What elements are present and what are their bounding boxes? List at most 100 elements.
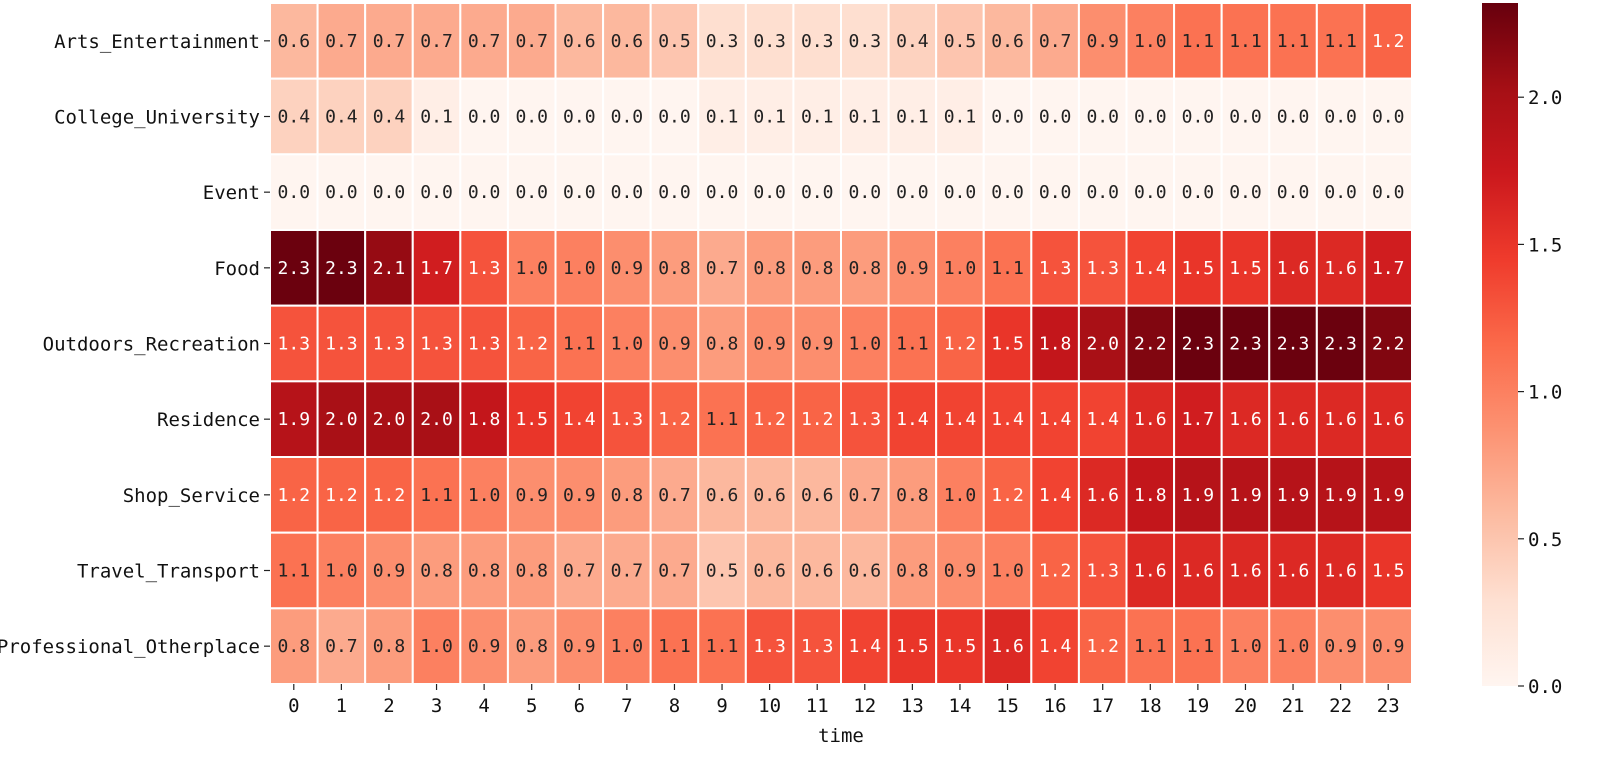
cell-value-label: 1.2 — [944, 334, 977, 355]
cell-value-label: 0.6 — [706, 485, 739, 506]
heatmap-cell — [982, 2, 1033, 80]
x-tick-label: 10 — [758, 695, 781, 717]
x-tick-label: 11 — [806, 695, 829, 717]
heatmap-cell — [1125, 2, 1176, 80]
cell-value-label: 1.8 — [1134, 485, 1167, 506]
cell-value-label: 0.0 — [373, 182, 406, 203]
heatmap-cell — [1315, 77, 1366, 156]
cell-value-label: 1.1 — [1277, 31, 1310, 52]
heatmap-cell — [982, 153, 1033, 231]
cell-value-label: 1.6 — [1134, 409, 1167, 430]
y-tick-label: Food — [214, 258, 260, 280]
heatmap-cell — [364, 456, 414, 534]
cell-value-label: 0.0 — [515, 107, 548, 128]
heatmap-cell — [269, 153, 319, 231]
cell-value-label: 0.7 — [849, 485, 882, 506]
cell-value-label: 1.7 — [1182, 409, 1215, 430]
heatmap-cell — [411, 456, 462, 534]
cell-value-label: 0.1 — [896, 107, 929, 128]
cell-value-label: 0.0 — [801, 182, 834, 203]
heatmap-cell — [1363, 531, 1413, 610]
cell-value-label: 1.6 — [1324, 409, 1357, 430]
cell-value-label: 2.1 — [373, 258, 406, 279]
heatmap-cell — [697, 607, 747, 685]
cell-value-label: 0.4 — [373, 107, 406, 128]
cell-value-label: 1.6 — [1182, 561, 1215, 582]
cell-value-label: 1.1 — [278, 561, 311, 582]
cell-value-label: 0.0 — [1086, 107, 1119, 128]
heatmap-cell — [602, 304, 652, 383]
cell-value-label: 1.6 — [1086, 485, 1119, 506]
heatmap-cell — [887, 380, 938, 459]
cell-value-label: 0.9 — [611, 258, 644, 279]
x-tick-label: 5 — [526, 695, 537, 717]
heatmap-cell — [1268, 77, 1318, 156]
cell-value-label: 0.7 — [706, 258, 739, 279]
heatmap-cell — [1030, 456, 1080, 534]
cell-value-label: 0.1 — [944, 107, 977, 128]
cell-value-label: 0.7 — [1039, 31, 1072, 52]
colorbar-tick-label: 1.0 — [1528, 382, 1562, 404]
cell-value-label: 1.4 — [896, 409, 929, 430]
cell-value-label: 1.0 — [325, 561, 358, 582]
cell-value-label: 0.6 — [849, 561, 882, 582]
cell-value-label: 0.0 — [706, 182, 739, 203]
y-tick-label: Residence — [157, 409, 260, 431]
y-tick-label: Arts_Entertainment — [54, 31, 260, 53]
cell-value-label: 0.9 — [658, 334, 691, 355]
cell-value-label: 2.3 — [1277, 334, 1310, 355]
heatmap-cell — [554, 304, 605, 383]
cell-value-label: 0.0 — [1277, 182, 1310, 203]
cell-value-label: 0.0 — [278, 182, 311, 203]
heatmap-cell — [887, 304, 938, 383]
x-tick-label: 7 — [621, 695, 632, 717]
cell-value-label: 1.3 — [611, 409, 644, 430]
heatmap-cell — [269, 229, 319, 307]
heatmap-cell — [364, 304, 414, 383]
cell-value-label: 1.0 — [991, 561, 1024, 582]
x-tick-label: 12 — [853, 695, 876, 717]
heatmap-cell — [1220, 77, 1271, 156]
x-tick-label: 9 — [716, 695, 727, 717]
cell-value-label: 1.5 — [1229, 258, 1262, 279]
cell-value-label: 1.1 — [896, 334, 929, 355]
heatmap-cell — [554, 77, 605, 156]
heatmap-cell — [1125, 153, 1176, 231]
heatmap-cell — [316, 153, 367, 231]
heatmap-cell — [887, 2, 938, 80]
cell-value-label: 1.1 — [706, 409, 739, 430]
heatmap-cell — [554, 153, 605, 231]
cell-value-label: 0.0 — [991, 182, 1024, 203]
x-tick-label: 6 — [574, 695, 585, 717]
y-tick-label: Event — [203, 182, 260, 204]
cell-value-label: 0.6 — [801, 561, 834, 582]
heatmap-cell — [364, 607, 414, 685]
cell-value-label: 1.5 — [944, 636, 977, 657]
heatmap-cell — [792, 304, 843, 383]
heatmap-cell — [1363, 2, 1413, 80]
cell-value-label: 0.3 — [706, 31, 739, 52]
x-tick-label: 14 — [949, 695, 972, 717]
cell-value-label: 1.2 — [1039, 561, 1072, 582]
cell-value-label: 0.6 — [753, 561, 786, 582]
cell-value-label: 2.0 — [420, 409, 453, 430]
cell-value-label: 1.3 — [1086, 561, 1119, 582]
cell-value-label: 1.6 — [991, 636, 1024, 657]
heatmap-cell — [840, 531, 890, 610]
heatmap-cell — [506, 229, 557, 307]
cell-value-label: 0.8 — [801, 258, 834, 279]
cell-value-label: 0.9 — [563, 636, 596, 657]
cell-value-label: 1.0 — [1229, 636, 1262, 657]
cell-value-label: 1.3 — [468, 334, 501, 355]
cell-value-label: 0.0 — [658, 182, 691, 203]
heatmap-cell — [459, 456, 509, 534]
cell-value-label: 0.1 — [753, 107, 786, 128]
cell-value-label: 1.6 — [1372, 409, 1405, 430]
heatmap-cell — [411, 229, 462, 307]
x-tick-label: 4 — [478, 695, 489, 717]
cell-value-label: 0.4 — [325, 107, 358, 128]
heatmap-cell — [316, 380, 367, 459]
heatmap-cell — [1125, 380, 1176, 459]
x-tick-label: 17 — [1091, 695, 1114, 717]
heatmap-cell — [459, 531, 509, 610]
